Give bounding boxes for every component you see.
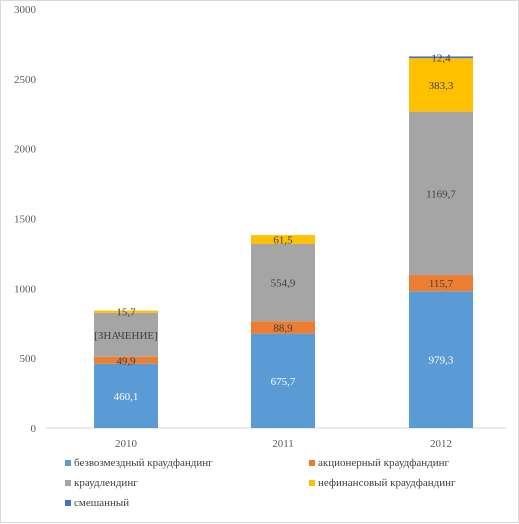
bar-segment [251,333,315,428]
bar-segment [94,312,158,357]
bar-segment [94,356,158,364]
legend-label: краудлендинг [74,477,138,489]
data-label: 12,4 [431,52,451,64]
data-label: 1169,7 [426,188,456,200]
y-tick-label: 500 [20,353,37,365]
data-label: 979,3 [429,355,454,367]
bar-segment [251,321,315,334]
bar-segment [251,235,315,244]
y-tick-label: 2000 [14,144,37,156]
x-tick-label: 2012 [430,438,452,450]
y-tick-label: 1000 [14,283,37,295]
y-tick-label: 3000 [14,4,37,16]
legend-label: акционерный краудфандинг [318,457,450,469]
legend-swatch [65,500,71,506]
data-label: 15,7 [116,307,136,319]
y-tick-label: 0 [31,423,37,435]
x-tick-label: 2011 [272,438,294,450]
data-label: 460,1 [114,391,139,403]
y-tick-label: 1500 [14,214,37,226]
legend-label: нефинансовый краудфандинг [318,477,456,489]
legend-swatch [65,480,71,486]
legend-label: безвозмездный краудфандинг [74,457,213,469]
data-label: 88,9 [273,322,293,334]
data-label: 383,3 [429,80,454,92]
legend-swatch [309,460,315,466]
legend-label: смешанный [74,497,129,509]
bar-segment [409,58,473,112]
bar-segment [409,56,473,59]
legend-swatch [309,480,315,486]
bar-segment [409,275,473,292]
x-tick-label: 2010 [115,438,138,450]
data-label: 675,7 [271,376,296,388]
y-tick-label: 2500 [14,74,37,86]
bar-segment [409,111,473,276]
legend-swatch [65,460,71,466]
data-label: 554,9 [271,277,296,289]
data-label: 115,7 [429,278,454,290]
bar-segment [94,363,158,428]
bar-segment [251,243,315,322]
data-label: 49,9 [116,355,136,367]
data-label: 61,5 [273,234,293,246]
bar-segment [409,291,473,428]
data-label: [ЗНАЧЕНИЕ] [94,330,158,342]
bar-segment [94,310,158,313]
